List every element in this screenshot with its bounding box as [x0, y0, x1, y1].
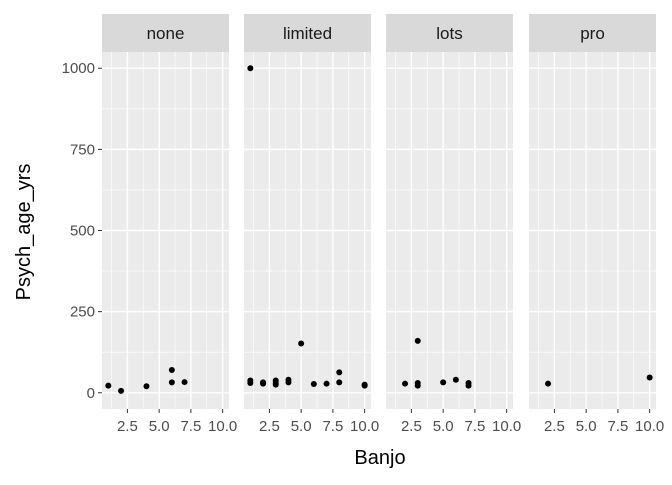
facet-panel-limited: limited 2.5 5.0 7.5 10.0 [244, 14, 379, 435]
y-axis: 0 250 500 750 1000 [62, 60, 102, 402]
data-point [545, 380, 552, 387]
x-tick-label: 2.5 [544, 418, 565, 435]
data-point [298, 340, 305, 347]
facet-strip-label: pro [580, 24, 605, 43]
x-tick-label: 5.0 [433, 418, 454, 435]
x-tick-label: 2.5 [259, 418, 280, 435]
x-tick-label: 7.5 [607, 418, 628, 435]
x-tick-label: 10.0 [208, 418, 237, 435]
data-point [440, 379, 447, 386]
x-tick-label: 7.5 [322, 418, 343, 435]
data-point [272, 381, 279, 388]
y-tick-label: 500 [70, 223, 95, 240]
x-tick-label: 10.0 [350, 418, 379, 435]
data-point [465, 382, 472, 389]
data-point [414, 382, 421, 389]
data-point [247, 65, 254, 72]
data-point [336, 379, 343, 386]
facet-strip-label: limited [283, 24, 332, 43]
y-tick-label: 250 [70, 304, 95, 321]
data-point [336, 369, 343, 376]
x-tick-label: 5.0 [291, 418, 312, 435]
data-point [247, 380, 254, 387]
data-point [118, 387, 125, 394]
data-point [143, 383, 150, 390]
facet-strip-label: none [147, 24, 185, 43]
y-tick-label: 750 [70, 141, 95, 158]
x-tick-label: 7.5 [180, 418, 201, 435]
facet-panel-none: none 2.5 5.0 7.5 10.0 [102, 14, 237, 435]
data-point [260, 380, 267, 387]
facet-strip [386, 14, 513, 52]
data-point [323, 380, 330, 387]
data-point [646, 374, 653, 381]
y-axis-title: Psych_age_yrs [13, 164, 35, 301]
data-point [310, 381, 317, 388]
x-axis-title: Banjo [354, 447, 405, 469]
facet-panel-lots: lots 2.5 5.0 7.5 10.0 [386, 14, 521, 435]
data-point [181, 379, 188, 386]
data-point [168, 367, 175, 374]
x-tick-label: 7.5 [464, 418, 485, 435]
data-point [285, 379, 292, 386]
data-point [402, 380, 409, 387]
facet-strip-label: lots [436, 24, 462, 43]
data-point [414, 337, 421, 344]
x-tick-label: 5.0 [576, 418, 597, 435]
x-tick-label: 10.0 [635, 418, 664, 435]
x-tick-label: 2.5 [401, 418, 422, 435]
facet-panel-pro: pro 2.5 5.0 7.5 10.0 [529, 14, 664, 435]
data-point [361, 382, 368, 389]
facet-strip [529, 14, 656, 52]
facet-strip [244, 14, 371, 52]
data-point [105, 382, 112, 389]
x-tick-label: 2.5 [117, 418, 138, 435]
y-tick-label: 1000 [62, 60, 95, 77]
data-point [168, 379, 175, 386]
x-tick-label: 10.0 [492, 418, 521, 435]
facet-strip [102, 14, 229, 52]
data-point [452, 376, 459, 383]
x-tick-label: 5.0 [149, 418, 170, 435]
y-tick-label: 0 [87, 385, 95, 402]
